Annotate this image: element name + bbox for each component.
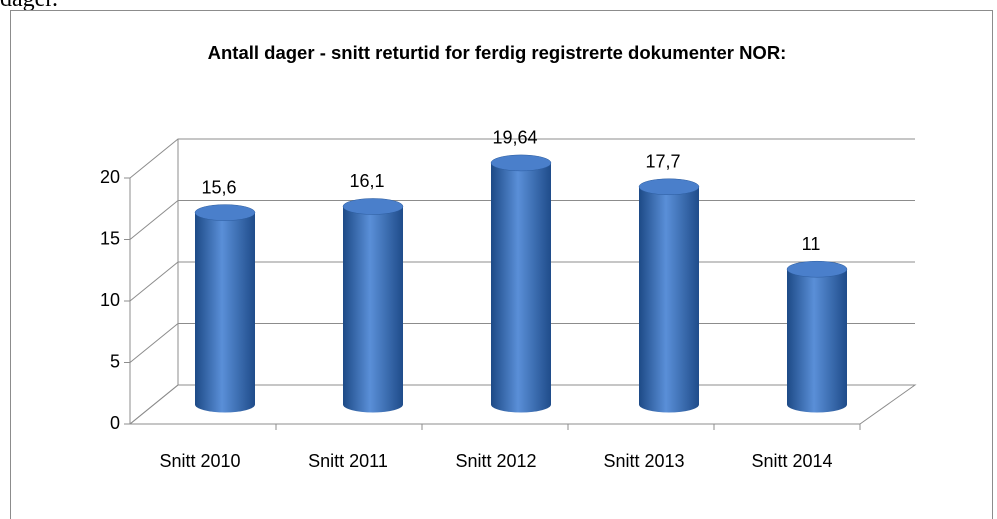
x-tick-label: Snitt 2012 <box>455 451 536 471</box>
y-tick-label: 15 <box>100 228 120 248</box>
x-tick-label: Snitt 2014 <box>751 451 832 471</box>
x-tick-label: Snitt 2013 <box>603 451 684 471</box>
bar-top <box>490 154 552 172</box>
grid-line <box>129 138 915 179</box>
value-label: 15,6 <box>201 177 236 197</box>
bar-top <box>342 198 404 215</box>
bar <box>787 269 847 413</box>
y-tick-label: 10 <box>100 290 120 310</box>
bar-top <box>786 260 848 278</box>
y-tick-label: 0 <box>110 413 120 433</box>
value-label: 17,7 <box>645 152 680 172</box>
x-tick-label: Snitt 2011 <box>308 451 388 471</box>
bar-top <box>194 204 256 221</box>
bar-top <box>638 178 700 196</box>
value-label: 19,64 <box>492 128 537 148</box>
y-tick-label: 5 <box>110 351 120 371</box>
bar <box>343 206 403 413</box>
page-text: dager. <box>0 0 58 13</box>
chart-border <box>10 10 993 519</box>
value-label: 11 <box>802 234 821 254</box>
x-tick-label: Snitt 2010 <box>159 451 240 471</box>
chart-title: Antall dager - snitt returtid for ferdig… <box>207 42 787 63</box>
bar <box>639 186 699 413</box>
value-label: 16,1 <box>349 171 384 191</box>
bar <box>491 162 551 413</box>
y-tick-label: 20 <box>100 167 120 187</box>
bar <box>195 212 255 413</box>
